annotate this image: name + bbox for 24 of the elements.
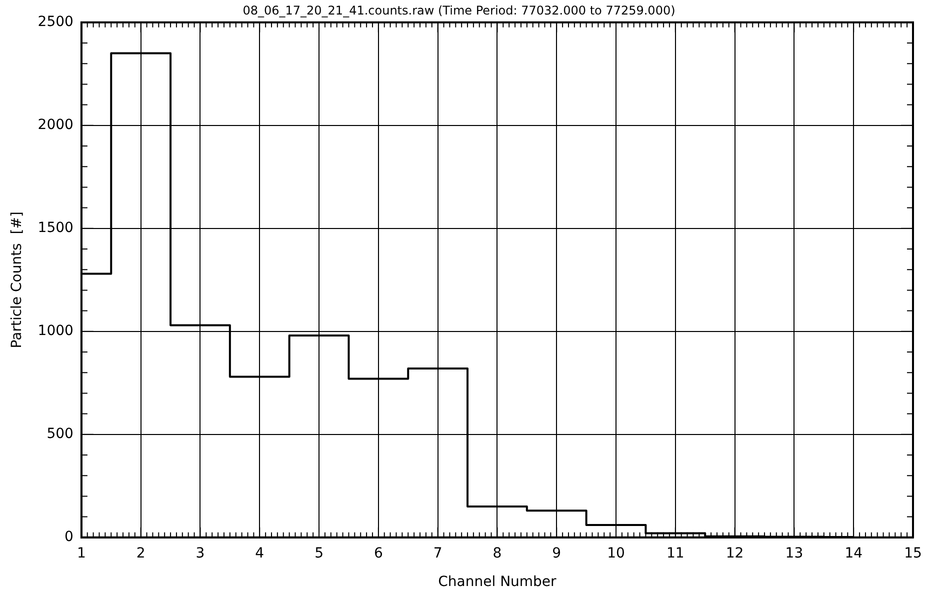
y-axis-title: Particle Counts [#] xyxy=(9,212,26,348)
x-tick-label: 8 xyxy=(492,545,502,562)
x-tick-label: 9 xyxy=(552,545,562,562)
x-tick-label: 5 xyxy=(314,545,324,562)
x-tick-label: 1 xyxy=(76,545,86,562)
x-tick-label: 11 xyxy=(666,545,684,562)
x-tick-label: 2 xyxy=(136,545,146,562)
x-tick-label: 13 xyxy=(785,545,804,562)
chart-title: 08_06_17_20_21_41.counts.raw (Time Period: 77032.000 to 77259.000) xyxy=(242,3,676,18)
y-tick-label: 1000 xyxy=(38,323,74,340)
y-tick-label: 0 xyxy=(64,529,74,546)
x-tick-label: 14 xyxy=(844,545,863,562)
x-tick-label: 15 xyxy=(904,545,922,562)
x-tick-label: 7 xyxy=(433,545,442,562)
y-tick-label: 2500 xyxy=(38,14,74,30)
y-tick-label: 2000 xyxy=(38,117,74,134)
y-tick-label: 1500 xyxy=(38,220,74,236)
x-tick-label: 10 xyxy=(607,545,625,562)
y-tick-label: 500 xyxy=(46,426,74,442)
x-axis-title: Channel Number xyxy=(438,574,557,590)
x-tick-label: 6 xyxy=(374,545,383,562)
x-tick-label: 4 xyxy=(255,545,264,562)
x-tick-label: 3 xyxy=(196,545,205,562)
x-tick-label: 12 xyxy=(726,545,744,562)
